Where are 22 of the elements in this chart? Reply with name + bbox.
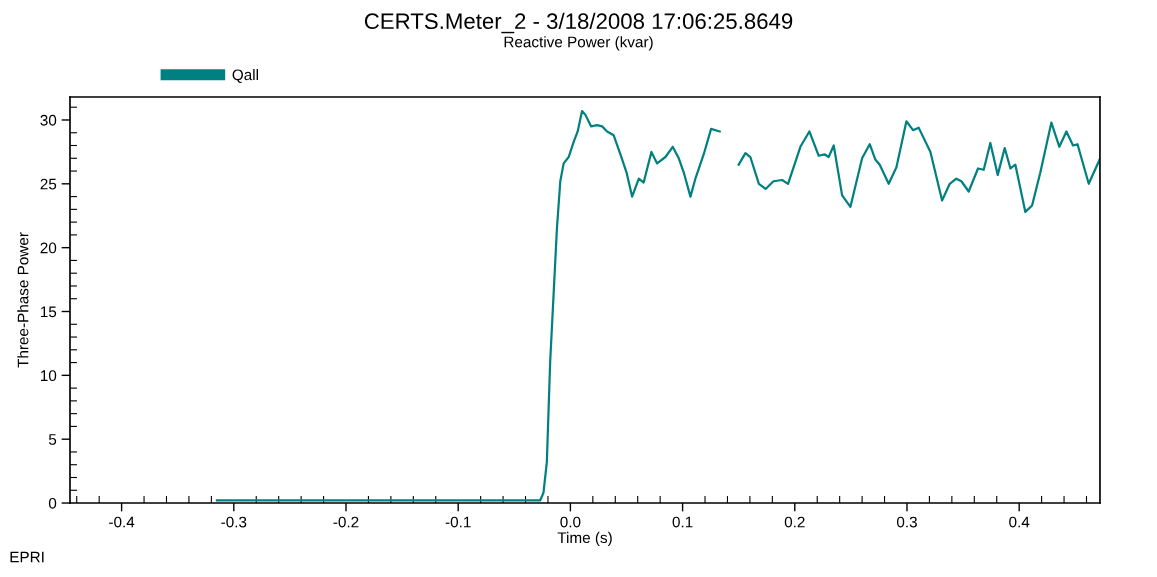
y-tick-label: 20: [40, 242, 57, 254]
y-tick-label: 25: [40, 178, 57, 190]
y-tick-label: 10: [40, 370, 57, 382]
y-tick-label: 15: [40, 306, 57, 318]
y-axis-title: Three-Phase Power: [17, 232, 29, 368]
y-tick-label: 0: [48, 497, 57, 509]
x-tick-label: 0.3: [896, 516, 917, 528]
y-tick-label: 30: [40, 114, 57, 126]
x-tick-label: 0.4: [1009, 516, 1030, 528]
x-tick-label: 0.0: [560, 516, 581, 528]
x-tick-label: -0.4: [109, 516, 135, 528]
text: EPRI: [10, 551, 44, 563]
legend-label: Qall: [232, 69, 258, 83]
x-tick-label: -0.3: [221, 516, 247, 528]
x-tick-label: -0.2: [333, 516, 359, 528]
chart-title: CERTS.Meter_2 - 3/18/2008 17:06:25.8649: [364, 12, 793, 34]
y-tick-label: 5: [48, 434, 57, 445]
x-tick-label: -0.1: [445, 516, 471, 528]
chart-subtitle: Reactive Power (kvar): [504, 36, 653, 51]
x-axis-title: Time (s): [557, 531, 612, 547]
x-tick-label: 0.2: [784, 516, 805, 528]
x-tick-label: 0.1: [672, 516, 693, 528]
